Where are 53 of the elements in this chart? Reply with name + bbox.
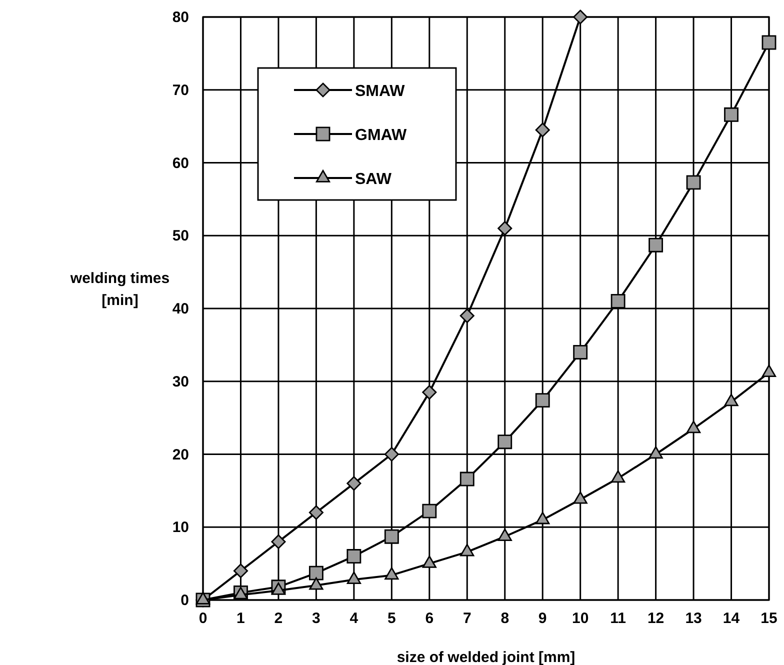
legend-label: SAW <box>355 171 392 188</box>
point <box>346 476 362 491</box>
y-tick-label: 80 <box>172 9 189 26</box>
point <box>686 175 701 190</box>
x-tick-label: 0 <box>198 610 208 627</box>
legend-label: GMAW <box>355 127 408 144</box>
point <box>610 294 626 308</box>
point <box>346 549 362 564</box>
point <box>498 434 512 450</box>
x-tick-label: 4 <box>350 610 359 627</box>
point <box>648 238 664 252</box>
point <box>422 504 437 518</box>
point <box>762 35 776 50</box>
point <box>460 308 474 324</box>
point <box>573 345 588 360</box>
y-tick-label: 0 <box>180 592 189 609</box>
legend-label: SMAW <box>355 83 406 100</box>
x-tick-label: 10 <box>572 610 589 627</box>
point <box>460 472 474 486</box>
x-tick-label: 6 <box>425 610 434 627</box>
point <box>535 393 550 408</box>
y-tick-label: 10 <box>172 519 189 536</box>
x-tick-label: 1 <box>236 610 245 627</box>
point <box>422 385 437 400</box>
point <box>573 10 588 24</box>
x-tick-label: 2 <box>274 610 283 627</box>
y-tick-label: 40 <box>172 300 189 318</box>
y-tick-label: 60 <box>172 154 189 172</box>
point <box>498 221 512 236</box>
y-axis-title: welding times [min] <box>69 270 170 309</box>
x-tick-label: 15 <box>760 610 778 627</box>
x-tick-label: 9 <box>538 610 547 627</box>
x-tick-label: 7 <box>462 610 472 627</box>
point <box>233 564 248 578</box>
point <box>271 534 286 549</box>
point <box>384 529 399 544</box>
x-axis-title: size of welded joint [mm] <box>396 649 576 665</box>
point <box>724 107 738 122</box>
x-tick-label: 14 <box>722 610 740 627</box>
point <box>535 122 550 138</box>
point <box>308 505 324 520</box>
y-tick-label: 20 <box>172 446 189 464</box>
x-tick-label: 13 <box>685 610 702 627</box>
y-tick-label: 30 <box>172 373 189 390</box>
x-tick-label: 3 <box>312 610 320 627</box>
x-tick-label: 5 <box>387 610 396 627</box>
point <box>308 566 324 580</box>
x-tick-label: 11 <box>610 610 626 627</box>
y-tick-label: 70 <box>172 82 189 99</box>
x-tick-label: 8 <box>500 610 510 627</box>
point <box>384 446 399 462</box>
x-tick-label: 12 <box>647 610 664 627</box>
y-tick-label: 50 <box>172 228 189 245</box>
